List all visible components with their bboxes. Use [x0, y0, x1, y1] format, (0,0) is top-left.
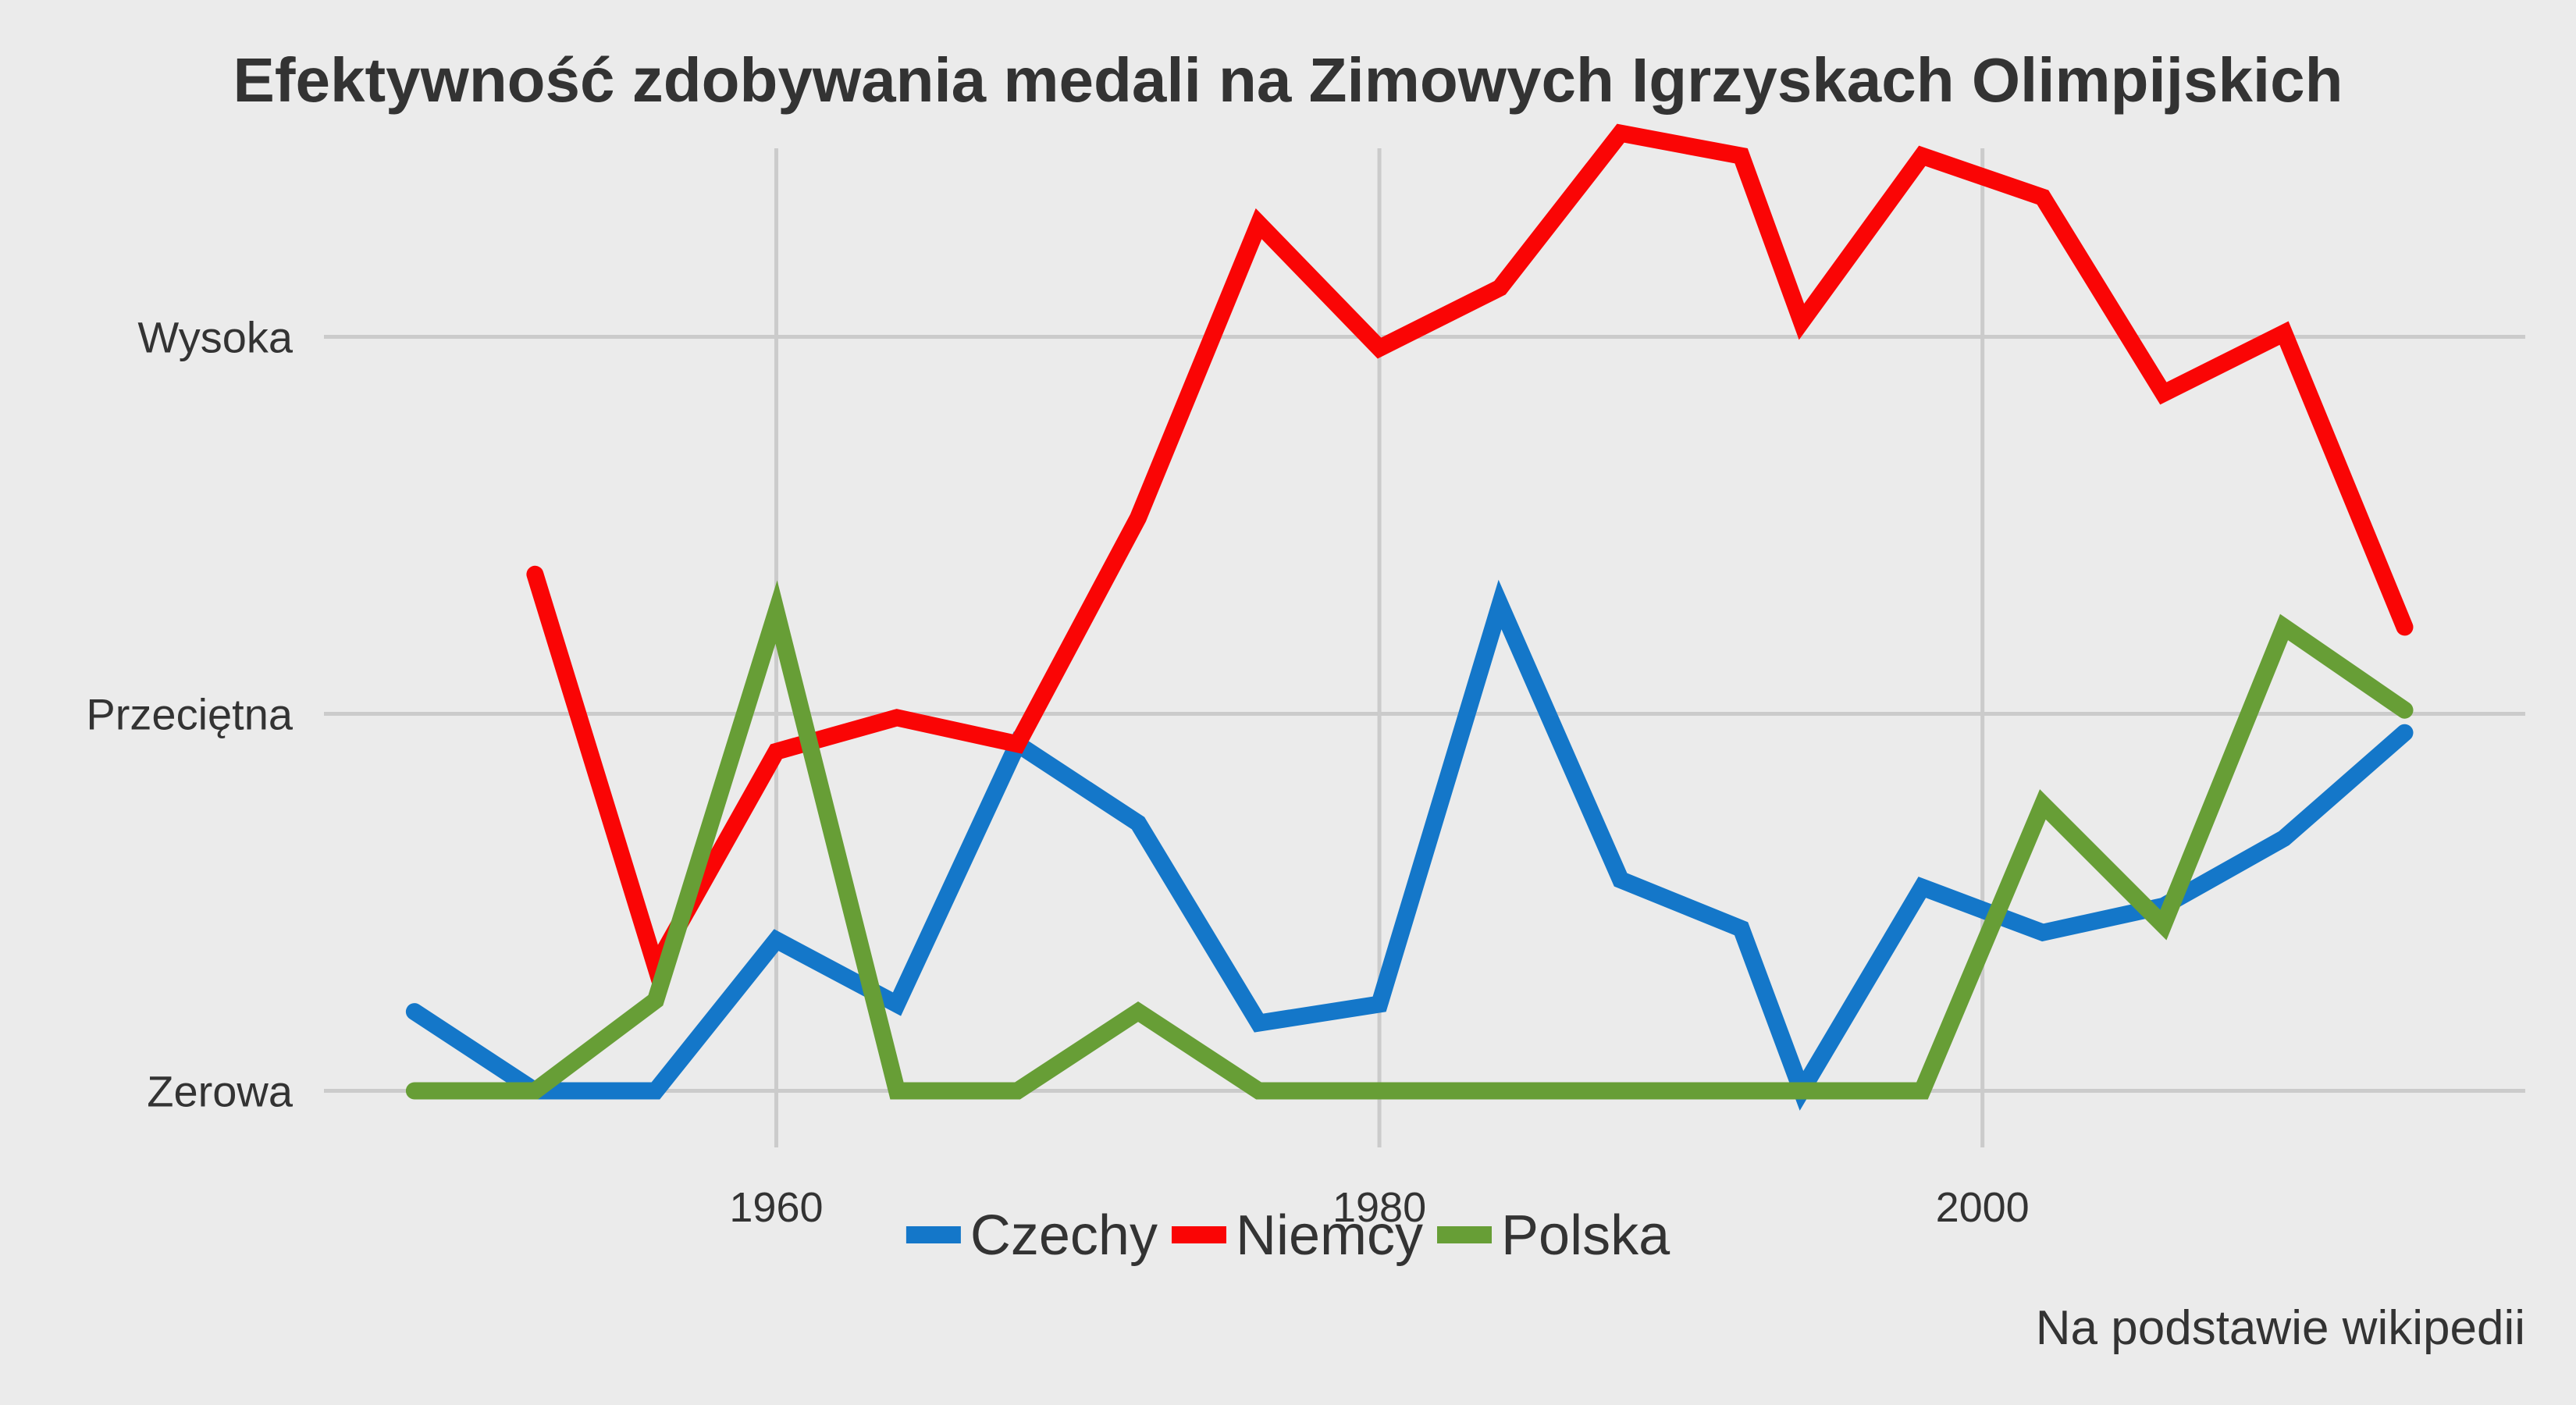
- y-tick-label: Wysoka: [137, 313, 294, 362]
- legend-swatch: [906, 1226, 961, 1243]
- x-tick-label: 1960: [729, 1184, 823, 1231]
- legend: Czechy Niemcy Polska: [906, 1204, 1670, 1267]
- legend-item-czechy: Czechy: [906, 1204, 1158, 1267]
- series-line-czechy: [405, 579, 2414, 1111]
- legend-label: Niemcy: [1236, 1204, 1423, 1267]
- series-lines: [405, 123, 2414, 1111]
- legend-label: Polska: [1501, 1204, 1670, 1267]
- x-tick-label: 2000: [1936, 1184, 2030, 1231]
- x-tick-label: 1980: [1332, 1184, 1426, 1231]
- legend-item-niemcy: Niemcy: [1171, 1204, 1423, 1267]
- grid: [324, 148, 2525, 1147]
- y-tick-label: Zerowa: [147, 1067, 294, 1116]
- chart-caption: Na podstawie wikipedii: [2036, 1301, 2525, 1355]
- y-tick-label: Przeciętna: [86, 690, 293, 739]
- series-line-niemcy: [526, 123, 2414, 988]
- chart-title: Efektywność zdobywania medali na Zimowyc…: [233, 45, 2343, 115]
- legend-item-polska: Polska: [1437, 1204, 1670, 1267]
- legend-swatch: [1437, 1226, 1492, 1243]
- axis-labels: Zerowa Przeciętna Wysoka 1960 1980 2000: [86, 313, 2029, 1231]
- legend-swatch: [1171, 1226, 1226, 1243]
- series-line-polska: [405, 580, 2414, 1100]
- legend-label: Czechy: [970, 1204, 1158, 1267]
